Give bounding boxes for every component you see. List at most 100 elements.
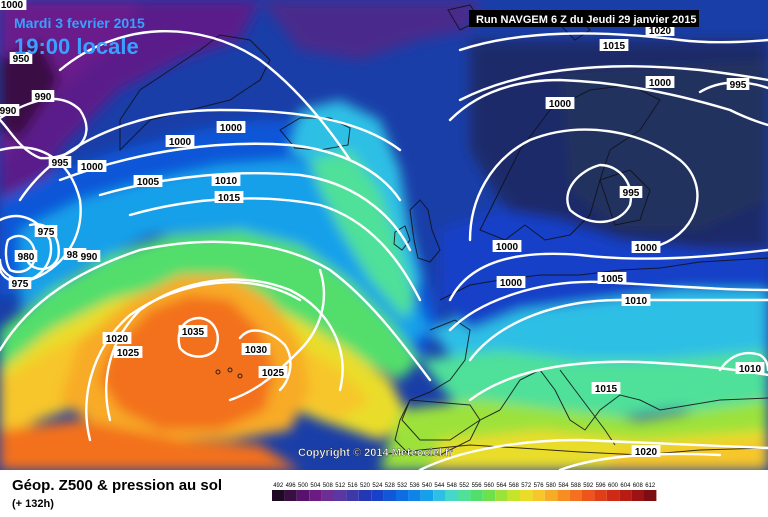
legend-swatch [532,490,545,501]
legend-swatch [433,490,446,501]
isobar-label: 1025 [258,366,288,379]
legend-swatch [582,490,595,501]
isobar-label-text: 980 [18,252,35,263]
isobar-label-bg [619,186,643,198]
isobar-label-text: 1020 [106,334,129,345]
isobar-label-text: 995 [730,80,747,91]
isobar-label-text: 1030 [245,345,268,356]
footer-title: Géop. Z500 & pression au sol [12,477,222,494]
isobar-label-bg [591,382,621,394]
isobar-label-bg [211,174,241,186]
copyright: Copyright © 2014 Meteociel.fr [298,447,454,459]
legend-tick: 508 [323,483,334,489]
legend-tick: 536 [410,483,421,489]
isobar-label: 995 [48,156,72,169]
legend-swatch [445,490,458,501]
isobar-label-text: 1005 [137,177,160,188]
footer-lead: (+ 132h) [12,498,54,510]
isobar-label-bg [599,39,629,51]
legend-tick: 612 [645,483,656,489]
isobar-label: 1010 [621,294,651,307]
isobar-label: 1015 [214,191,244,204]
legend-swatch [619,490,632,501]
color-legend: 492 496 500 504 508 512 516 520 524 528 532 536 540 5… [272,483,657,501]
isobar-label-bg [496,276,526,288]
legend-tick: 604 [620,483,631,489]
isobar-label-text: 975 [38,227,55,238]
legend-tick: 492 [273,483,284,489]
legend-tick: 592 [583,483,594,489]
isobar-label: 975 [34,225,58,238]
isobar-label-bg [726,78,750,90]
legend-tick: 600 [608,483,619,489]
run-info-box [469,10,699,27]
isobar-label-bg [165,135,195,147]
legend-swatch [631,490,644,501]
legend-tick: 528 [385,483,396,489]
legend-swatch [383,490,396,501]
isobar-label-text: 1000 [496,242,519,253]
isobar-label: 995 [619,186,643,199]
isobar-label-text: 1015 [603,41,626,52]
legend-swatch [420,490,434,501]
isobar-label: 980 [14,250,38,263]
isobar-label-text: 990 [81,252,98,263]
isobar-label-bg [14,250,38,262]
z500-color-field [0,0,768,470]
legend-tick: 500 [298,483,309,489]
isobar-label-text: 950 [13,54,30,65]
isobar-label: 1000 [0,0,27,11]
isobar-label-bg [545,97,575,109]
isobar-label-bg [597,272,627,284]
isobar-label-text: 1020 [635,447,658,458]
isobar-label-bg [77,160,107,172]
isobar-label: 1025 [113,346,143,359]
legend-swatch [408,490,421,501]
legend-tick: 576 [534,483,545,489]
isobar-label-text: 1005 [601,274,624,285]
legend-swatch [334,490,347,501]
isobar-label: 1000 [165,135,195,148]
isobar-label-bg [48,156,72,168]
legend-swatch [346,490,359,501]
legend-swatch [569,490,582,501]
legend-swatch [358,490,372,501]
legend-swatch [594,490,607,501]
legend-tick: 608 [633,483,644,489]
isobar-label: 1030 [241,343,271,356]
legend-tick: 516 [348,483,359,489]
isobar-label-bg [34,225,58,237]
legend-tick: 544 [434,483,445,489]
isobar-label-bg [214,191,244,203]
isobar-label-text: 1015 [218,193,241,204]
isobar-label-bg [113,346,143,358]
legend-swatch [520,490,533,501]
isobar-label-text: 1025 [262,368,285,379]
isobar-label-bg [0,104,20,116]
isobar-label: 1000 [216,121,246,134]
isobar-label: 1000 [496,276,526,289]
isobar-label-text: 1035 [182,327,205,338]
legend-tick: 596 [596,483,607,489]
isobar-label-bg [9,52,33,64]
isobar-label: 1010 [735,362,765,375]
isobar-label-bg [8,277,32,289]
legend-tick: 572 [521,483,532,489]
legend-tick: 556 [472,483,483,489]
isobar-label: 990 [31,90,55,103]
isobar-label: 1000 [492,240,522,253]
isobar-label-bg [735,362,765,374]
isobar-label: 1020 [631,445,661,458]
isobar-label-text: 990 [35,92,52,103]
isobar-label-bg [102,332,132,344]
isobar-label-text: 1010 [739,364,762,375]
isobar-label: 1000 [545,97,575,110]
isobar-label-text: 1025 [117,348,140,359]
isobar-label: 1035 [178,325,208,338]
isobar-label-text: 985 [67,250,84,261]
isobar-label: 1015 [599,39,629,52]
isobar-label: 1005 [597,272,627,285]
isobar-label: 1000 [631,241,661,254]
legend-swatch [272,490,285,501]
isobar-label-text: 1000 [500,278,523,289]
